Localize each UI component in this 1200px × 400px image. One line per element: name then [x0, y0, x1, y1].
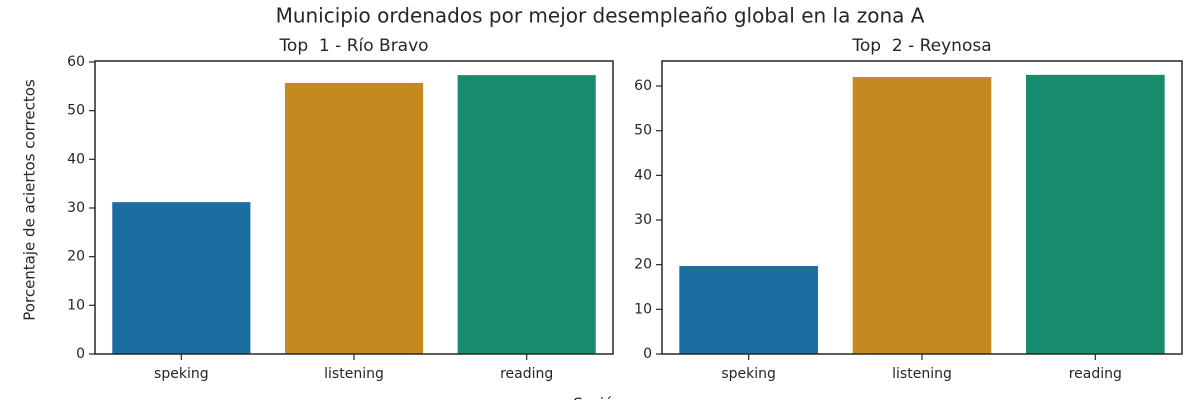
x-axis-label: Sesión — [573, 395, 622, 400]
bar — [679, 266, 818, 354]
x-tick-label: listening — [324, 366, 384, 382]
y-tick-label: 10 — [67, 297, 85, 313]
bar — [284, 82, 424, 355]
y-tick-label: 50 — [67, 103, 85, 119]
y-tick-label: 20 — [634, 257, 652, 273]
x-tick-label: speking — [154, 366, 209, 382]
y-tick-label: 30 — [634, 212, 652, 228]
y-axis-label: Porcentaje de aciertos correctos — [21, 79, 39, 321]
y-tick-label: 0 — [76, 346, 85, 362]
bar — [852, 77, 992, 354]
y-tick-label: 40 — [67, 151, 85, 167]
y-tick-label: 40 — [634, 167, 652, 183]
axes-frame — [661, 60, 1183, 355]
y-tick-label: 30 — [67, 200, 85, 216]
y-tick-label: 10 — [634, 301, 652, 317]
y-tick-label: 20 — [67, 249, 85, 265]
bar — [1026, 74, 1165, 354]
axes-frame — [94, 60, 614, 355]
bar — [112, 202, 251, 354]
x-tick-label: listening — [892, 366, 952, 382]
y-tick-label: 0 — [643, 346, 652, 362]
y-tick-label: 60 — [634, 78, 652, 94]
subplot-title: Top 1 - Río Bravo — [278, 36, 428, 56]
y-tick-label: 50 — [634, 123, 652, 139]
x-tick-label: reading — [500, 366, 553, 382]
subplot-title: Top 2 - Reynosa — [851, 36, 991, 56]
bar — [457, 75, 596, 354]
figure-title: Municipio ordenados por mejor desempleañ… — [276, 4, 925, 28]
x-tick-label: reading — [1069, 366, 1122, 382]
x-tick-label: speking — [721, 366, 776, 382]
y-tick-label: 60 — [67, 54, 85, 70]
